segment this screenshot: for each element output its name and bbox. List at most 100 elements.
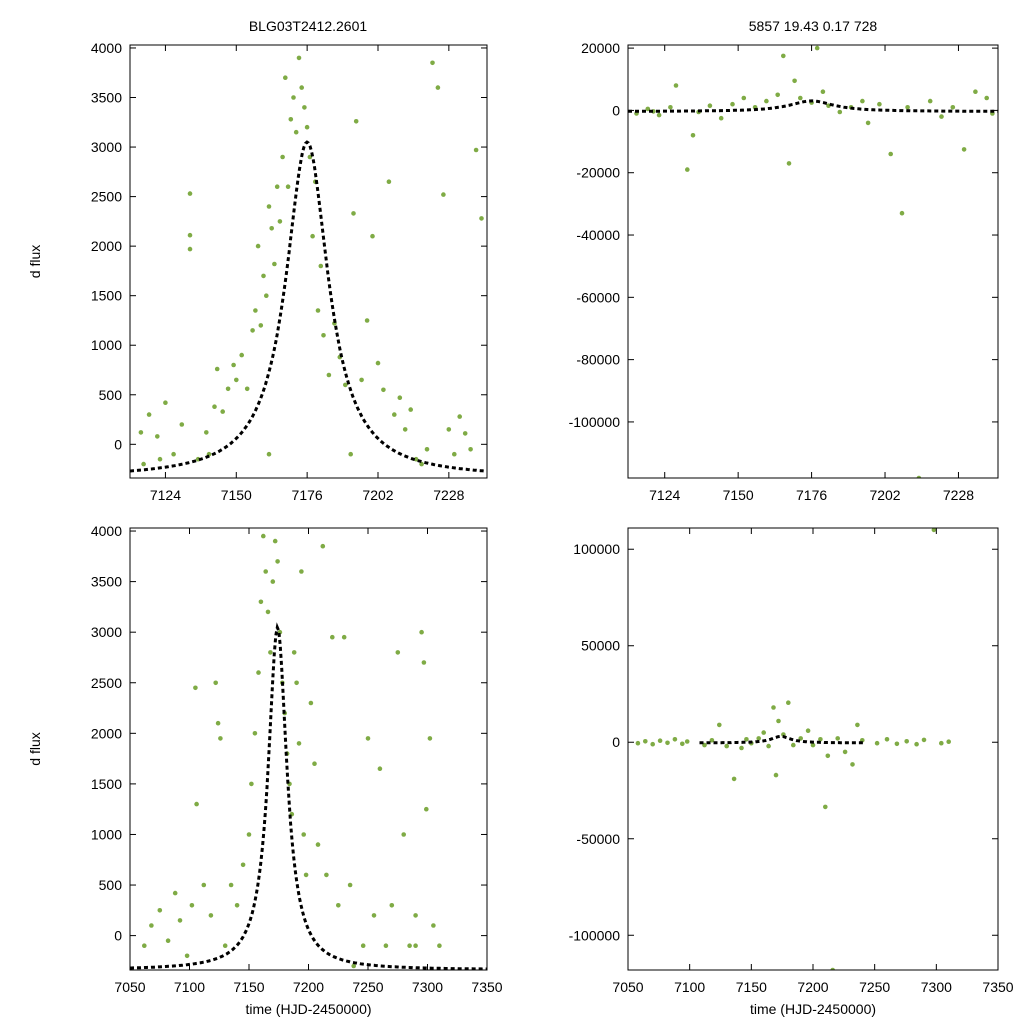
x-tick-label: 7250 [352, 979, 383, 995]
data-point [826, 103, 831, 108]
data-point [392, 412, 397, 417]
data-point [764, 98, 769, 104]
data-point [401, 832, 407, 837]
y-tick-label: 0 [612, 734, 620, 750]
data-point [228, 882, 234, 888]
data-point [771, 705, 776, 710]
y-tick-label: -50000 [576, 831, 620, 847]
y-tick-label: 3000 [91, 624, 122, 640]
x-tick-label: 7228 [433, 487, 464, 503]
y-tick-label: 1000 [91, 826, 122, 842]
y-tick-label: 0 [612, 102, 620, 118]
y-tick-label: 100000 [573, 541, 620, 557]
x-axis-label: time (HJD-2450000) [245, 1001, 371, 1017]
data-point [222, 943, 228, 948]
data-point [375, 360, 381, 366]
data-point [310, 233, 315, 239]
data-point [684, 739, 690, 744]
data-point [773, 772, 779, 778]
data-point [709, 738, 715, 743]
data-point [792, 78, 797, 84]
data-point [194, 801, 199, 807]
data-point [884, 737, 890, 742]
x-tick-label: 7202 [869, 487, 900, 503]
data-point [424, 806, 429, 812]
data-point [921, 737, 927, 743]
data-point [234, 377, 239, 383]
data-point [452, 451, 457, 457]
data-point [381, 387, 386, 393]
data-point [427, 736, 433, 741]
data-point [318, 263, 324, 269]
data-point [246, 832, 252, 837]
data-point [744, 737, 749, 742]
data-point [255, 243, 261, 249]
data-point [860, 98, 865, 104]
data-point [256, 670, 261, 675]
data-point [717, 722, 722, 728]
data-point [294, 680, 299, 686]
data-point [643, 739, 648, 744]
y-tick-label: -100000 [569, 414, 621, 430]
data-point [386, 179, 392, 184]
data-point [656, 112, 662, 118]
data-point [308, 700, 314, 706]
data-point [837, 109, 843, 115]
data-point [315, 842, 321, 847]
data-point [419, 629, 424, 635]
data-point [904, 739, 909, 744]
x-tick-label: 7150 [723, 487, 754, 503]
data-point [215, 720, 221, 726]
data-point [437, 943, 442, 948]
x-tick-label: 7050 [114, 979, 145, 995]
data-point [899, 210, 905, 216]
data-point [786, 700, 791, 705]
data-point [163, 400, 168, 406]
data-point [291, 650, 297, 655]
data-point [479, 216, 484, 221]
y-tick-label: -40000 [576, 227, 620, 243]
data-point [950, 105, 956, 110]
model-curve [130, 622, 487, 970]
data-point [383, 943, 389, 948]
data-point [261, 533, 266, 539]
data-point [665, 740, 670, 746]
data-point [234, 903, 240, 908]
data-point [142, 943, 147, 948]
y-tick-label: -80000 [576, 352, 620, 368]
data-point [776, 718, 781, 724]
data-point [939, 114, 944, 119]
data-point [435, 85, 441, 90]
y-tick-label: -60000 [576, 289, 620, 305]
x-tick-label: 7350 [982, 979, 1013, 995]
data-point [304, 124, 310, 130]
data-point [341, 634, 347, 640]
data-point [360, 943, 366, 948]
data-point [835, 736, 840, 741]
data-point [413, 943, 418, 948]
data-point [894, 741, 900, 747]
data-point [187, 232, 193, 238]
data-point [395, 650, 401, 655]
data-point [430, 60, 435, 66]
data-point [239, 352, 244, 358]
data-point [204, 430, 209, 435]
data-point [905, 105, 910, 110]
data-point [441, 192, 446, 197]
data-point [263, 569, 269, 574]
data-point [973, 89, 978, 94]
plot-frame [627, 44, 999, 479]
data-point [283, 75, 288, 80]
y-tick-label: 2500 [91, 675, 122, 691]
data-point [348, 451, 354, 457]
data-point [301, 832, 307, 837]
x-tick-label: 7176 [796, 487, 827, 503]
data-point [213, 680, 218, 686]
data-point [657, 738, 663, 743]
panels: 7124 7150 7176 7202 7228 0 500 1000 1500 2000 2500… [27, 40, 1014, 1017]
y-tick-label: 4000 [91, 40, 122, 56]
data-point [855, 722, 860, 728]
data-point [326, 372, 332, 378]
data-point [171, 451, 176, 457]
